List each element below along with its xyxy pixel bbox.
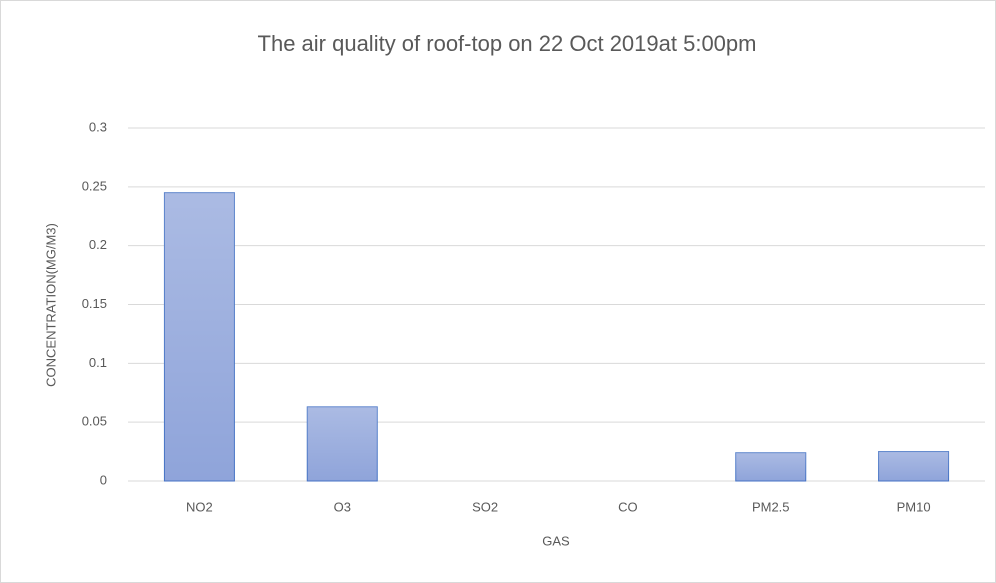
chart-title: The air quality of roof-top on 22 Oct 20… xyxy=(258,31,757,56)
bar-shade xyxy=(307,406,378,481)
x-tick-label: SO2 xyxy=(472,499,498,514)
x-axis-label: GAS xyxy=(542,533,570,548)
y-axis-label: CONCENTRATION(MG/M3) xyxy=(43,223,58,387)
x-tick-label: O3 xyxy=(334,499,351,514)
y-tick-label: 0.1 xyxy=(89,355,107,370)
bar-shade xyxy=(164,192,235,481)
y-tick-label: 0 xyxy=(100,472,107,487)
y-tick-label: 0.3 xyxy=(89,119,107,134)
y-tick-label: 0.15 xyxy=(82,296,107,311)
x-tick-label: NO2 xyxy=(186,499,213,514)
y-tick-label: 0.25 xyxy=(82,178,107,193)
bar-shade xyxy=(878,451,949,481)
y-tick-label: 0.05 xyxy=(82,414,107,429)
x-tick-label: PM10 xyxy=(897,499,931,514)
x-tick-label: CO xyxy=(618,499,638,514)
y-tick-label: 0.2 xyxy=(89,237,107,252)
bar-shade xyxy=(735,452,806,481)
x-tick-label: PM2.5 xyxy=(752,499,790,514)
